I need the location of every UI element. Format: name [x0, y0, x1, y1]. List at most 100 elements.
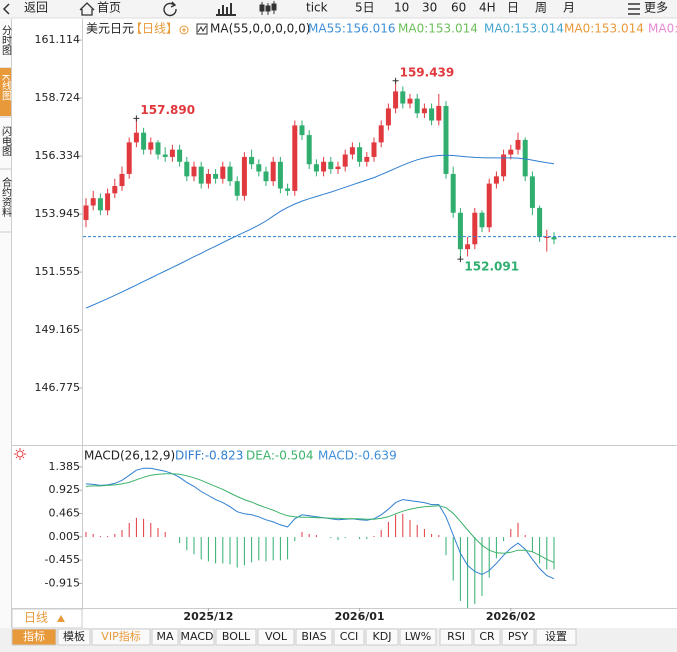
period-tab[interactable]: tick: [306, 1, 328, 15]
toolbar-button[interactable]: 模板: [63, 629, 85, 643]
toolbar-button-bg[interactable]: [295, 628, 333, 646]
period-tab[interactable]: 4H: [479, 1, 496, 15]
toolbar-button[interactable]: MA: [156, 630, 173, 643]
toolbar-button[interactable]: PSY: [508, 630, 529, 643]
ma-icon-line: [197, 25, 207, 33]
candle-body: [83, 205, 89, 221]
extreme-marker: [133, 115, 140, 122]
toolbar-button-bg[interactable]: [179, 628, 215, 646]
toolbar-button-bg[interactable]: [473, 628, 501, 646]
candle-body: [263, 171, 269, 182]
sidebar-tab-bg: [0, 68, 11, 116]
candle-body: [407, 98, 413, 104]
y-tick-label: 149.165: [35, 323, 81, 336]
toolbar-button[interactable]: VIP指标: [101, 629, 140, 643]
toolbar-button-bg[interactable]: [501, 628, 535, 646]
toolbar-button[interactable]: RSI: [447, 630, 465, 643]
toolbar-button-bg[interactable]: [215, 628, 257, 646]
toolbar-button[interactable]: CR: [479, 630, 495, 643]
more-button[interactable]: 更多: [644, 1, 668, 15]
sidebar-bg: [0, 19, 11, 628]
period-tab[interactable]: 5日: [355, 1, 375, 15]
candle-body: [234, 181, 240, 196]
home-icon[interactable]: [79, 2, 95, 16]
period-tab[interactable]: 60: [451, 1, 466, 15]
add-icon-cross: [182, 28, 186, 32]
back-button[interactable]: 返回: [24, 1, 48, 15]
candle-body: [349, 147, 355, 155]
back-icon[interactable]: [2, 3, 10, 15]
candle-body: [97, 198, 103, 211]
candle-body: [169, 149, 175, 157]
candle-body: [205, 173, 211, 184]
y-tick-label: 151.555: [35, 265, 81, 278]
toolbar-button-bg[interactable]: [57, 628, 91, 646]
toolbar-button-bg[interactable]: [399, 628, 437, 646]
sidebar-tab[interactable]: K线图: [0, 74, 12, 101]
candle-body: [112, 186, 118, 194]
candle-body: [105, 193, 111, 211]
candle-icon[interactable]: [259, 1, 277, 15]
macd-title: MACD(26,12,9): [84, 449, 175, 463]
macd-line: [85, 473, 555, 564]
toolbar-button[interactable]: KDJ: [373, 630, 392, 643]
candle-body: [342, 154, 348, 167]
candle-body: [479, 212, 485, 228]
candle-body: [155, 142, 161, 155]
refresh-icon[interactable]: [163, 1, 177, 17]
y-tick-label: 0.465: [49, 507, 81, 520]
toolbar-button-bg[interactable]: [365, 628, 399, 646]
toolbar-button-bg[interactable]: [333, 628, 365, 646]
toolbar-button[interactable]: MACD: [181, 630, 214, 643]
toolbar-button[interactable]: 设置: [545, 630, 567, 643]
ma-line: [85, 154, 555, 309]
period-tab[interactable]: 日: [507, 1, 519, 15]
toolbar-button[interactable]: CCI: [340, 630, 359, 643]
candle-body: [436, 105, 442, 121]
ma-label: MA0:153.014: [398, 22, 478, 36]
period-tab[interactable]: 10: [394, 1, 409, 15]
ma-label: MA0:: [648, 22, 677, 36]
macd-settings-rays: [14, 448, 26, 460]
chart-icon[interactable]: [216, 3, 236, 16]
toolbar-button[interactable]: BOLL: [222, 630, 251, 643]
y-tick-label: 156.334: [35, 149, 81, 162]
macd-label: MACD:-0.639: [318, 449, 397, 463]
candle-body: [299, 125, 305, 136]
candle-body: [537, 207, 543, 238]
macd-legend: DIFF:-0.823 DEA:-0.504 MACD:-0.639: [175, 449, 397, 463]
toolbar-button[interactable]: BIAS: [301, 630, 326, 643]
home-button[interactable]: 首页: [97, 1, 121, 15]
toolbar-button[interactable]: VOL: [265, 630, 288, 643]
period-label[interactable]: 日线: [24, 611, 48, 625]
toolbar-button-bg[interactable]: [257, 628, 295, 646]
period-tab[interactable]: 30: [422, 1, 437, 15]
period-tab[interactable]: 月: [563, 1, 575, 15]
macd-settings-icon[interactable]: [16, 450, 24, 458]
extreme-label: 159.439: [400, 65, 455, 79]
add-icon[interactable]: [179, 25, 189, 35]
candle-body: [501, 154, 507, 177]
toolbar-button[interactable]: LW%: [405, 630, 431, 643]
toolbar-button-bg[interactable]: [439, 628, 473, 646]
sidebar-tab[interactable]: 合约资料: [0, 176, 12, 218]
sidebar-tab[interactable]: 分时图: [0, 25, 12, 56]
diff-label: DIFF:-0.823: [175, 449, 243, 463]
ma-icon[interactable]: [196, 23, 208, 35]
candle-body: [544, 237, 550, 239]
candle-body: [285, 188, 291, 191]
toolbar-button-bg[interactable]: [91, 628, 151, 646]
toolbar-button-bg[interactable]: [535, 628, 577, 646]
toolbar-button-bg[interactable]: [151, 628, 179, 646]
toolbar-button-bg[interactable]: [11, 628, 57, 646]
toolbar-button[interactable]: 指标: [23, 629, 45, 643]
sidebar-tab[interactable]: 闪电图: [0, 125, 12, 157]
dea-label: DEA:-0.504: [246, 449, 314, 463]
y-tick-label: -0.915: [45, 576, 80, 589]
period-tab[interactable]: 周: [535, 1, 547, 15]
menu-icon[interactable]: [628, 3, 640, 15]
candle-body: [393, 91, 399, 109]
candle-body: [515, 139, 521, 150]
period-tabs: tick 5日 10 30 60 4H 日 周 月: [306, 1, 575, 15]
